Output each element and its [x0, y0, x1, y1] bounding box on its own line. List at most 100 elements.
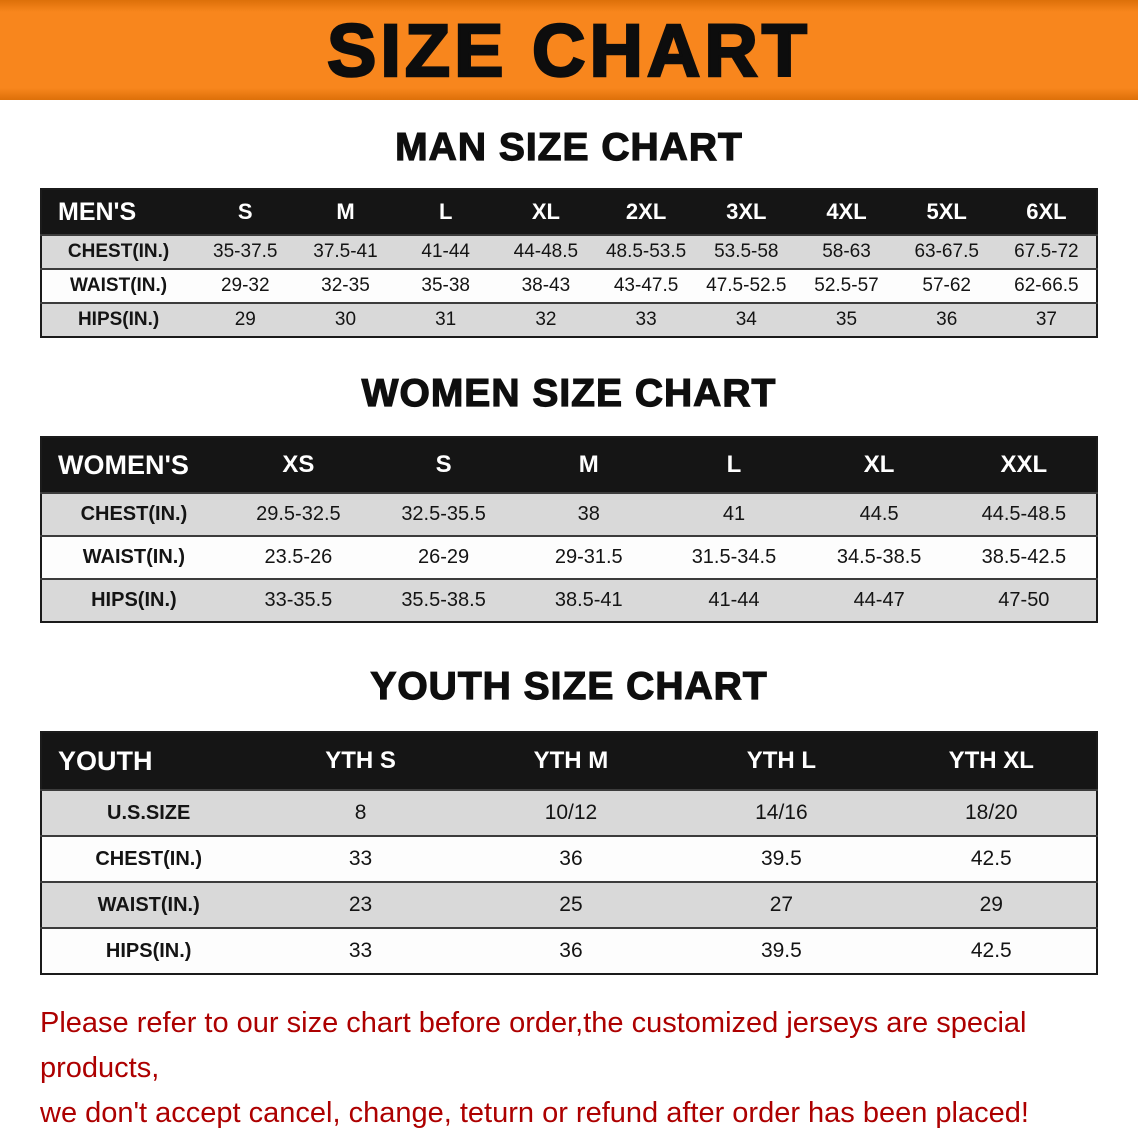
- women-size-header: XXL: [951, 437, 1097, 493]
- size-cell: 39.5: [760, 847, 802, 870]
- size-cell: 30: [334, 309, 357, 330]
- youth-table-body: U.S.SIZE 8 10/12 14/16 18/20 CHEST(IN.) …: [41, 790, 1097, 974]
- size-cell: 32-35: [321, 275, 370, 296]
- size-cell: 33: [348, 939, 373, 962]
- table-row: CHEST(IN.) 35-37.5 37.5-41 41-44 44-48.5…: [41, 235, 1097, 269]
- size-cell: 33: [635, 309, 657, 330]
- men-section: MAN SIZE CHART MEN'S S M L XL 2XL 3XL 4X…: [40, 100, 1098, 338]
- size-cell: 62-66.5: [1014, 275, 1079, 296]
- size-cell: 44.5-48.5: [981, 503, 1067, 525]
- youth-corner-header: YOUTH: [41, 732, 256, 790]
- size-cell: 44.5: [859, 503, 899, 525]
- youth-size-table: YOUTH YTH S YTH M YTH L YTH XL U.S.SIZE …: [40, 731, 1098, 975]
- women-size-header: XL: [806, 437, 952, 493]
- men-size-header: L: [395, 189, 496, 235]
- row-label: WAIST(IN.): [70, 275, 168, 296]
- row-label: HIPS(IN.): [105, 939, 192, 962]
- table-row: U.S.SIZE 8 10/12 14/16 18/20: [41, 790, 1097, 836]
- size-cell: 35.5-38.5: [401, 589, 486, 611]
- youth-section-title: YOUTH SIZE CHART: [370, 664, 768, 708]
- men-size-header: S: [195, 189, 296, 235]
- disclaimer: Please refer to our size chart before or…: [40, 1001, 1098, 1132]
- size-cell: 36: [936, 309, 958, 330]
- size-cell: 41: [722, 503, 746, 525]
- size-cell: 57-62: [922, 275, 971, 296]
- size-cell: 52.5-57: [814, 275, 879, 296]
- size-cell: 47.5-52.5: [706, 275, 787, 296]
- men-header-row: MEN'S S M L XL 2XL 3XL 4XL 5XL 6XL: [41, 189, 1097, 235]
- table-row: HIPS(IN.) 33 36 39.5 42.5: [41, 928, 1097, 974]
- size-cell: 29: [234, 309, 256, 330]
- row-label: CHEST(IN.): [80, 503, 188, 525]
- table-row: WAIST(IN.) 29-32 32-35 35-38 38-43 43-47…: [41, 269, 1097, 303]
- table-row: CHEST(IN.) 33 36 39.5 42.5: [41, 836, 1097, 882]
- youth-section: YOUTH SIZE CHART YOUTH YTH S YTH M YTH L…: [40, 623, 1098, 975]
- men-size-header: 4XL: [796, 189, 897, 235]
- size-cell: 38.5-42.5: [981, 546, 1067, 568]
- men-size-header: 3XL: [696, 189, 797, 235]
- size-cell: 27: [769, 893, 794, 916]
- size-cell: 37.5-41: [313, 241, 378, 262]
- size-cell: 44-48.5: [513, 241, 579, 262]
- men-section-title: MAN SIZE CHART: [395, 125, 743, 169]
- men-corner-header: MEN'S: [41, 189, 196, 235]
- youth-size-header: YTH M: [465, 732, 677, 790]
- size-cell: 35: [835, 309, 858, 330]
- women-size-header: S: [370, 437, 517, 493]
- size-cell: 35-37.5: [213, 241, 278, 262]
- youth-size-header: YTH S: [255, 732, 466, 790]
- size-cell: 63-67.5: [914, 241, 979, 262]
- disclaimer-line-2: we don't accept cancel, change, teturn o…: [40, 1096, 1029, 1129]
- size-cell: 42.5: [970, 847, 1012, 870]
- size-cell: 36: [559, 847, 583, 870]
- disclaimer-line-1: Please refer to our size chart before or…: [40, 1007, 1027, 1084]
- youth-size-header: YTH L: [676, 732, 887, 790]
- size-cell: 23: [348, 893, 373, 916]
- size-cell: 36: [559, 939, 583, 962]
- table-row: CHEST(IN.) 29.5-32.5 32.5-35.5 38 41 44.…: [41, 493, 1097, 536]
- size-cell: 32: [535, 309, 557, 330]
- size-cell: 23.5-26: [264, 546, 333, 568]
- size-cell: 53.5-58: [714, 241, 779, 262]
- size-cell: 10/12: [544, 801, 598, 824]
- youth-table-header: YOUTH YTH S YTH M YTH L YTH XL: [41, 732, 1097, 790]
- row-label: U.S.SIZE: [107, 801, 191, 824]
- size-cell: 26-29: [418, 546, 470, 568]
- women-size-table: WOMEN'S XS S M L XL XXL CHEST(IN.) 29.5-…: [40, 436, 1098, 623]
- women-table-header: WOMEN'S XS S M L XL XXL: [41, 437, 1097, 493]
- men-size-header: 2XL: [595, 189, 697, 235]
- men-size-header: 6XL: [996, 189, 1097, 235]
- size-cell: 33-35.5: [264, 589, 333, 611]
- table-row: WAIST(IN.) 23.5-26 26-29 29-31.5 31.5-34…: [41, 536, 1097, 579]
- table-row: HIPS(IN.) 33-35.5 35.5-38.5 38.5-41 41-4…: [41, 579, 1097, 622]
- size-cell: 29.5-32.5: [256, 503, 341, 525]
- men-table-body: CHEST(IN.) 35-37.5 37.5-41 41-44 44-48.5…: [41, 235, 1097, 337]
- women-table-body: CHEST(IN.) 29.5-32.5 32.5-35.5 38 41 44.…: [41, 493, 1097, 622]
- size-cell: 41-44: [421, 241, 470, 262]
- size-cell: 31.5-34.5: [691, 546, 777, 568]
- size-cell: 38.5-41: [554, 589, 623, 611]
- row-label: HIPS(IN.): [91, 589, 177, 611]
- size-cell: 18/20: [965, 801, 1018, 824]
- size-cell: 34.5-38.5: [836, 546, 922, 568]
- women-section: WOMEN SIZE CHART WOMEN'S XS S M L XL XXL: [40, 338, 1098, 623]
- size-cell: 48.5-53.5: [605, 241, 687, 262]
- size-cell: 37: [1035, 309, 1057, 330]
- size-cell: 38-43: [521, 275, 571, 296]
- size-cell: 31: [435, 309, 457, 330]
- size-cell: 67.5-72: [1014, 241, 1079, 262]
- men-size-table: MEN'S S M L XL 2XL 3XL 4XL 5XL 6XL CHEST: [40, 188, 1098, 338]
- size-cell: 34: [735, 309, 757, 330]
- size-cell: 41-44: [708, 589, 760, 611]
- women-size-header: L: [661, 437, 807, 493]
- size-cell: 43-47.5: [613, 275, 679, 296]
- size-cell: 29-31.5: [554, 546, 623, 568]
- banner: SIZE CHART: [0, 0, 1138, 100]
- row-label: WAIST(IN.): [82, 546, 185, 568]
- size-cell: 29: [979, 893, 1003, 916]
- row-label: WAIST(IN.): [97, 893, 200, 916]
- size-cell: 38: [577, 503, 600, 525]
- women-size-header: M: [516, 437, 662, 493]
- row-label: HIPS(IN.): [77, 309, 160, 330]
